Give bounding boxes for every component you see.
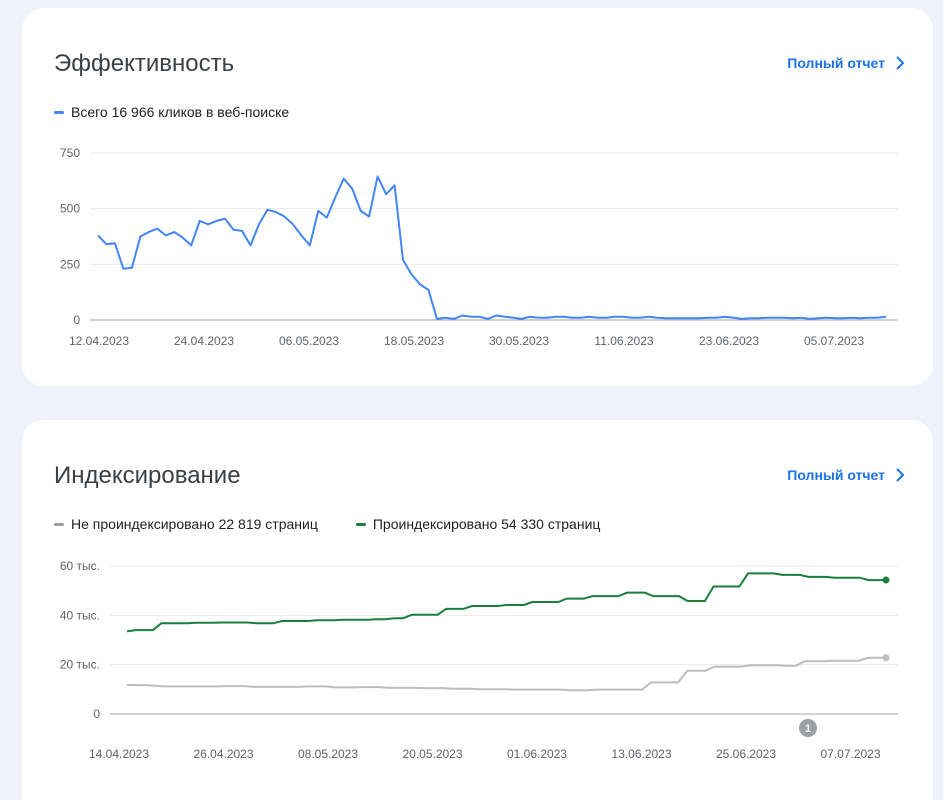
y-tick-label: 20 тыс. <box>60 658 100 672</box>
chevron-right-icon <box>896 468 905 482</box>
y-tick-label: 750 <box>60 146 80 160</box>
legend-swatch <box>54 522 64 526</box>
y-tick-label: 0 <box>93 707 100 721</box>
x-tick-label: 06.05.2023 <box>279 334 339 348</box>
y-tick-label: 500 <box>60 202 80 216</box>
x-tick-label: 20.05.2023 <box>402 747 462 761</box>
x-tick-label: 24.04.2023 <box>174 334 234 348</box>
full-report-label: Полный отчет <box>787 55 885 71</box>
legend-label: Всего 16 966 кликов в веб-поиске <box>71 104 290 120</box>
x-tick-label: 11.06.2023 <box>594 334 653 348</box>
full-report-label: Полный отчет <box>787 467 885 483</box>
annotation-badge-circle <box>799 719 817 737</box>
legend-item-indexed[interactable]: Проиндексировано 54 330 страниц <box>355 516 601 532</box>
chevron-right-icon <box>896 56 905 70</box>
annotation-badge-label: 1 <box>805 723 811 735</box>
indexing-title: Индексирование <box>54 462 241 489</box>
x-tick-label: 25.06.2023 <box>716 747 776 761</box>
x-tick-label: 07.07.2023 <box>820 747 880 761</box>
x-tick-label: 08.05.2023 <box>298 747 358 761</box>
y-tick-label: 40 тыс. <box>60 608 100 622</box>
x-tick-label: 14.04.2023 <box>89 747 149 761</box>
x-tick-label: 30.05.2023 <box>489 334 549 348</box>
indexing-card: Индексирование Полный отчет Не проиндекс… <box>22 420 933 800</box>
series-end-point-1 <box>882 654 890 662</box>
x-tick-label: 01.06.2023 <box>507 747 567 761</box>
y-tick-label: 60 тыс. <box>60 559 100 573</box>
annotation-badge[interactable]: 1 <box>799 719 817 737</box>
x-tick-label: 18.05.2023 <box>384 334 444 348</box>
indexing-legend: Не проиндексировано 22 819 страниц Проин… <box>54 516 600 532</box>
legend-item-not-indexed[interactable]: Не проиндексировано 22 819 страниц <box>54 516 318 532</box>
performance-full-report-link[interactable]: Полный отчет <box>787 55 905 71</box>
x-tick-label: 13.06.2023 <box>611 747 671 761</box>
legend-swatch <box>355 522 366 526</box>
performance-chart[interactable]: 0 250 500 750 12.04.2023 24.04.2023 06.05.2023… <box>22 8 933 386</box>
legend-label: Не проиндексировано 22 819 страниц <box>71 516 318 532</box>
y-tick-label: 0 <box>73 313 80 327</box>
indexing-full-report-link[interactable]: Полный отчет <box>787 467 905 483</box>
series-line-0 <box>126 572 886 633</box>
indexing-chart[interactable]: 0 20 тыс. 40 тыс. 60 тыс. 14.04.2023 26.04.20… <box>22 420 933 800</box>
series-line-0 <box>97 175 887 320</box>
legend-label: Проиндексировано 54 330 страниц <box>372 516 601 532</box>
x-tick-label: 05.07.2023 <box>804 334 864 348</box>
performance-title: Эффективность <box>54 50 235 77</box>
performance-legend: Всего 16 966 кликов в веб-поиске <box>54 104 289 120</box>
y-tick-label: 250 <box>60 257 80 271</box>
performance-card: Эффективность Полный отчет Всего 16 966 … <box>22 8 933 386</box>
x-tick-label: 26.04.2023 <box>193 747 253 761</box>
x-tick-label: 12.04.2023 <box>69 334 129 348</box>
legend-swatch <box>54 110 64 114</box>
series-end-point-0 <box>882 576 890 584</box>
x-tick-label: 23.06.2023 <box>699 334 759 348</box>
legend-item-clicks[interactable]: Всего 16 966 кликов в веб-поиске <box>54 104 289 120</box>
series-line-1 <box>126 656 886 692</box>
